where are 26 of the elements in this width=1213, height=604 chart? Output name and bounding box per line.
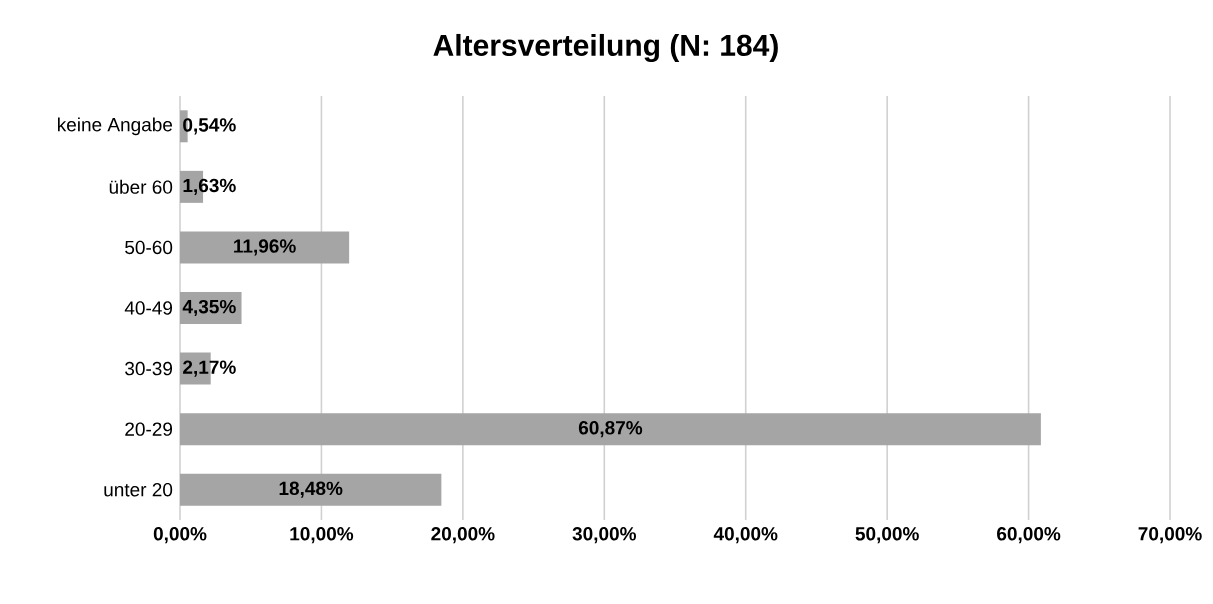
x-tick-label: 50,00% [855,527,919,544]
data-label: 11,96% [234,239,296,256]
data-label: 60,87% [578,421,643,438]
chart-title: Altersverteilung (N: 184) [433,33,778,63]
data-label: 2,17% [183,360,236,377]
bar [180,473,442,506]
y-tick-label: 40-49 [124,301,173,315]
y-tick-label: über 60 [109,179,173,194]
y-tick-label: keine Angabe [58,117,173,136]
y-tick-label: unter 20 [104,482,173,497]
data-label: 0,54% [183,118,236,135]
bar [180,413,1041,446]
y-tick-label: 50-60 [125,240,173,255]
y-tick-label: 30-39 [125,361,173,376]
x-tick-label: 10,00% [290,527,354,544]
x-tick-label: 20,00% [431,527,495,544]
x-tick-label: 60,00% [997,527,1061,544]
data-label: 4,35% [182,299,236,317]
y-tick-label: 20-29 [125,422,173,436]
x-tick-label: 0,00% [153,527,207,544]
bar [180,231,350,264]
data-label: 18,48% [279,481,343,498]
data-label: 1,63% [183,178,236,195]
x-tick-label: 70,00% [1138,527,1202,544]
x-tick-label: 40,00% [713,527,778,544]
x-tick-label: 30,00% [572,527,637,544]
